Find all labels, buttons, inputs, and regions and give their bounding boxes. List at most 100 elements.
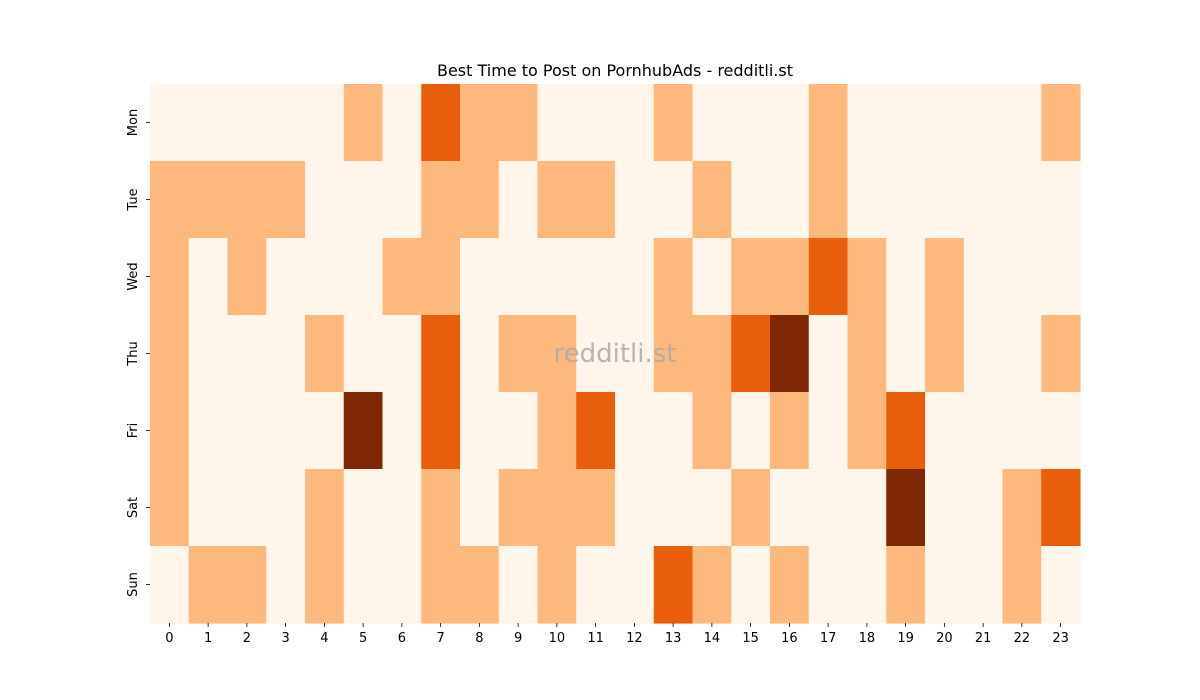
- heatmap-cell-wed-10: [537, 238, 577, 316]
- heatmap-cell-fri-2: [227, 392, 267, 470]
- heatmap-cell-sat-5: [343, 469, 384, 547]
- heatmap-cell-sat-1: [188, 469, 229, 547]
- heatmap-cell-tue-20: [925, 161, 965, 239]
- x-tick-label: 11: [587, 631, 604, 646]
- x-tick-label: 20: [936, 631, 953, 646]
- heatmap-cell-thu-3: [266, 315, 306, 393]
- heatmap-cell-mon-10: [537, 84, 577, 162]
- heatmap-cell-wed-8: [460, 238, 500, 316]
- heatmap-cell-sun-3: [266, 546, 306, 624]
- heatmap-cell-thu-8: [460, 315, 500, 393]
- heatmap-cell-fri-18: [847, 392, 887, 470]
- x-tick-label: 13: [665, 631, 682, 646]
- heatmap-cell-sun-19: [886, 546, 926, 624]
- heatmap-cell-mon-7: [421, 84, 461, 162]
- x-tick-label: 1: [204, 631, 212, 646]
- heatmap-cell-sun-9: [498, 546, 539, 624]
- heatmap-cell-tue-4: [305, 161, 345, 239]
- heatmap-cell-sun-15: [731, 546, 771, 624]
- x-tick-label: 15: [742, 631, 759, 646]
- heatmap-cell-wed-11: [576, 238, 616, 316]
- heatmap-cell-mon-23: [1041, 84, 1081, 162]
- heatmap-cell-thu-23: [1041, 315, 1081, 393]
- heatmap-cell-wed-14: [692, 238, 732, 316]
- heatmap-cell-tue-11: [576, 161, 616, 239]
- heatmap-cell-tue-15: [731, 161, 771, 239]
- heatmap-cell-sat-12: [615, 469, 655, 547]
- heatmap-cell-thu-5: [343, 315, 384, 393]
- heatmap-cell-mon-16: [770, 84, 810, 162]
- heatmap-cell-sat-21: [963, 469, 1004, 547]
- heatmap-cell-wed-6: [382, 238, 422, 316]
- heatmap-cell-sun-18: [847, 546, 887, 624]
- heatmap-cell-tue-13: [653, 161, 694, 239]
- heatmap-cell-wed-15: [731, 238, 771, 316]
- heatmap-cell-sun-7: [421, 546, 461, 624]
- heatmap-cell-sat-22: [1002, 469, 1042, 547]
- heatmap-cell-mon-15: [731, 84, 771, 162]
- heatmap-cell-fri-19: [886, 392, 926, 470]
- x-tick-label: 9: [514, 631, 522, 646]
- heatmap-cell-sun-17: [808, 546, 849, 624]
- heatmap-cell-thu-15: [731, 315, 771, 393]
- heatmap-cell-sun-23: [1041, 546, 1081, 624]
- heatmap-cell-sat-11: [576, 469, 616, 547]
- heatmap-cell-wed-5: [343, 238, 384, 316]
- heatmap-cell-fri-13: [653, 392, 694, 470]
- y-tick-label: Mon: [126, 109, 141, 136]
- heatmap-cell-mon-12: [615, 84, 655, 162]
- x-tick-label: 12: [626, 631, 643, 646]
- heatmap-cell-mon-9: [498, 84, 539, 162]
- heatmap-cell-wed-12: [615, 238, 655, 316]
- y-tick-label: Tue: [126, 188, 141, 211]
- heatmap-cell-sun-0: [150, 546, 190, 624]
- heatmap-cell-mon-18: [847, 84, 887, 162]
- heatmap-cell-fri-12: [615, 392, 655, 470]
- x-tick-label: 19: [897, 631, 914, 646]
- heatmap-cell-tue-10: [537, 161, 577, 239]
- heatmap-cell-sun-4: [305, 546, 345, 624]
- heatmap-cell-fri-3: [266, 392, 306, 470]
- heatmap-cell-tue-18: [847, 161, 887, 239]
- chart-title: Best Time to Post on PornhubAds - reddit…: [437, 61, 793, 80]
- heatmap-cell-sat-18: [847, 469, 887, 547]
- heatmap-cell-sat-6: [382, 469, 422, 547]
- heatmap-cell-fri-5: [343, 392, 384, 470]
- heatmap-cell-mon-21: [963, 84, 1004, 162]
- heatmap-cell-fri-20: [925, 392, 965, 470]
- heatmap-cell-mon-2: [227, 84, 267, 162]
- heatmap-cell-fri-11: [576, 392, 616, 470]
- heatmap-cell-tue-9: [498, 161, 539, 239]
- heatmap-cell-wed-20: [925, 238, 965, 316]
- heatmap-cell-mon-1: [188, 84, 229, 162]
- heatmap-cell-tue-22: [1002, 161, 1042, 239]
- heatmap-cell-wed-22: [1002, 238, 1042, 316]
- heatmap-cell-fri-6: [382, 392, 422, 470]
- heatmap-cell-thu-4: [305, 315, 345, 393]
- heatmap-cell-wed-1: [188, 238, 229, 316]
- heatmap-cell-sun-6: [382, 546, 422, 624]
- x-tick-label: 16: [781, 631, 798, 646]
- heatmap-cell-wed-7: [421, 238, 461, 316]
- heatmap-cell-tue-14: [692, 161, 732, 239]
- y-tick-label: Sun: [126, 572, 141, 597]
- heatmap-cell-tue-8: [460, 161, 500, 239]
- heatmap-cell-fri-16: [770, 392, 810, 470]
- heatmap-cell-tue-6: [382, 161, 422, 239]
- heatmap-cell-mon-13: [653, 84, 694, 162]
- heatmap-cell-fri-1: [188, 392, 229, 470]
- x-tick-label: 7: [436, 631, 444, 646]
- heatmap-cell-sun-11: [576, 546, 616, 624]
- heatmap-cell-sat-14: [692, 469, 732, 547]
- y-tick-label: Fri: [126, 423, 141, 439]
- heatmap-cell-sat-13: [653, 469, 694, 547]
- heatmap-cell-mon-20: [925, 84, 965, 162]
- x-tick-label: 6: [398, 631, 406, 646]
- heatmap-cell-sat-2: [227, 469, 267, 547]
- heatmap-cell-sat-19: [886, 469, 926, 547]
- heatmap-cell-sun-21: [963, 546, 1004, 624]
- heatmap-cell-fri-14: [692, 392, 732, 470]
- heatmap-cell-sun-14: [692, 546, 732, 624]
- heatmap-cell-fri-15: [731, 392, 771, 470]
